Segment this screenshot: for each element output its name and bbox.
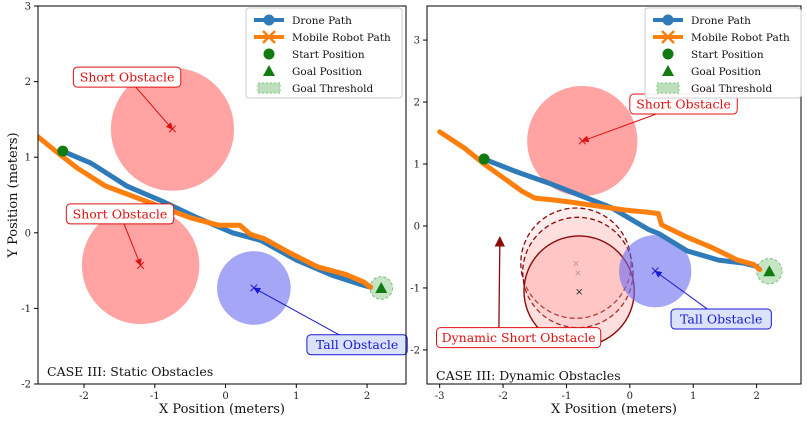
left-ticks: -2 -1 0 1 2 -2 -1 0 1 2 3 <box>21 2 370 403</box>
y-tick-label: 3 <box>25 2 31 13</box>
y-tick-label: 3 <box>414 36 420 47</box>
annotation-box <box>65 203 175 225</box>
annotation-box <box>306 334 408 356</box>
annotation-label: Tall Obstacle <box>680 312 762 327</box>
legend-frame <box>245 7 403 99</box>
x-tick-label: -1 <box>150 391 160 402</box>
legend-label: Goal Position <box>691 66 761 78</box>
left-paths <box>38 134 388 293</box>
x-tick-label: 0 <box>627 391 633 402</box>
start-marker <box>478 153 490 165</box>
left-axes-frame <box>37 5 407 385</box>
y-tick-label: -1 <box>21 304 31 315</box>
annotation-label: Short Obstacle <box>636 97 731 112</box>
annotation-box <box>72 66 182 88</box>
legend-label: Start Position <box>691 49 764 61</box>
x-tick-label: -1 <box>562 391 572 402</box>
x-tick-label: -3 <box>435 391 445 402</box>
dynamic-obstacles-panel: ××××× Short Obstacle Tall Obstacle Dynamic… <box>410 5 802 417</box>
left-y-axis-label: Y Position (meters) <box>6 132 21 258</box>
legend-label: Goal Position <box>292 66 362 78</box>
drone-path <box>481 156 760 269</box>
y-tick-label: 2 <box>414 98 420 109</box>
x-tick-label: -2 <box>498 391 508 402</box>
legend-start-marker <box>662 48 674 60</box>
y-tick-label: 1 <box>25 153 31 164</box>
left-case-label: CASE III: Static Obstacles <box>47 364 213 379</box>
legend-goal-marker <box>263 65 275 76</box>
annotation-arrow <box>494 236 505 328</box>
ghost-center-marker: × <box>572 260 580 270</box>
drone-path <box>60 148 374 290</box>
right-legend: Drone Path Mobile Robot Path Start Positio… <box>644 7 802 99</box>
legend-goal-marker <box>662 65 674 76</box>
annotation-label: Short Obstacle <box>73 206 168 221</box>
obstacle-center-marker: × <box>577 134 588 149</box>
right-ticks: -3 -2 -1 0 1 2 -2 -1 0 1 2 3 <box>410 36 760 402</box>
annotation-label: Short Obstacle <box>80 70 175 85</box>
y-tick-label: 2 <box>25 77 31 88</box>
robot-path <box>38 134 374 290</box>
y-tick-label: 0 <box>25 228 31 239</box>
start-marker <box>57 145 69 157</box>
annotation-label: Dynamic Short Obstacle <box>442 330 596 345</box>
legend-label: Goal Threshold <box>292 83 373 95</box>
legend-start-marker <box>263 48 275 60</box>
left-x-axis-label: X Position (meters) <box>159 402 285 417</box>
legend-threshold-patch <box>656 82 680 94</box>
y-tick-label: -2 <box>410 345 420 356</box>
legend-label: Mobile Robot Path <box>691 32 790 44</box>
robot-path <box>437 129 763 272</box>
legend-threshold-patch <box>257 82 281 94</box>
x-tick-label: 0 <box>222 391 228 402</box>
annotation-box <box>436 327 602 349</box>
legend-label: Start Position <box>292 49 365 61</box>
annotation-box <box>670 308 772 330</box>
y-tick-label: -1 <box>410 283 420 294</box>
right-x-axis-label: X Position (meters) <box>551 402 677 417</box>
right-paths <box>437 129 776 277</box>
x-tick-label: -2 <box>79 391 89 402</box>
right-obstacles: ××××× <box>520 85 783 347</box>
right-axes-frame <box>426 5 802 385</box>
legend-label: Mobile Robot Path <box>292 32 391 44</box>
obstacle-center-marker: × <box>575 287 583 298</box>
x-tick-label: 1 <box>690 391 696 402</box>
goal-marker <box>763 265 776 277</box>
legend-drone-marker <box>263 14 275 26</box>
obstacle-center-marker: × <box>135 258 146 273</box>
annotation-label: Tall Obstacle <box>316 337 398 352</box>
legend-robot-marker <box>661 30 675 44</box>
legend-label: Drone Path <box>691 15 751 27</box>
x-tick-label: 1 <box>293 391 299 402</box>
legend-drone-marker <box>662 14 674 26</box>
legend-label: Goal Threshold <box>691 83 772 95</box>
legend-frame <box>644 7 802 99</box>
right-annotations: Short Obstacle Tall Obstacle Dynamic Short… <box>436 93 772 349</box>
right-case-label: CASE III: Dynamic Obstacles <box>436 368 621 383</box>
left-legend: Drone Path Mobile Robot Path Start Positio… <box>245 7 403 99</box>
y-tick-label: 0 <box>414 221 420 232</box>
y-tick-label: -2 <box>21 380 31 391</box>
x-tick-label: 2 <box>364 391 370 402</box>
legend-robot-marker <box>262 30 276 44</box>
legend-label: Drone Path <box>292 15 352 27</box>
ghost-center-marker: × <box>574 269 582 279</box>
left-annotations: Short Obstacle Short Obstacle Tall Obstacl… <box>65 66 408 356</box>
x-tick-label: 2 <box>753 391 759 402</box>
goal-marker <box>375 281 388 293</box>
y-tick-label: 1 <box>414 160 420 171</box>
